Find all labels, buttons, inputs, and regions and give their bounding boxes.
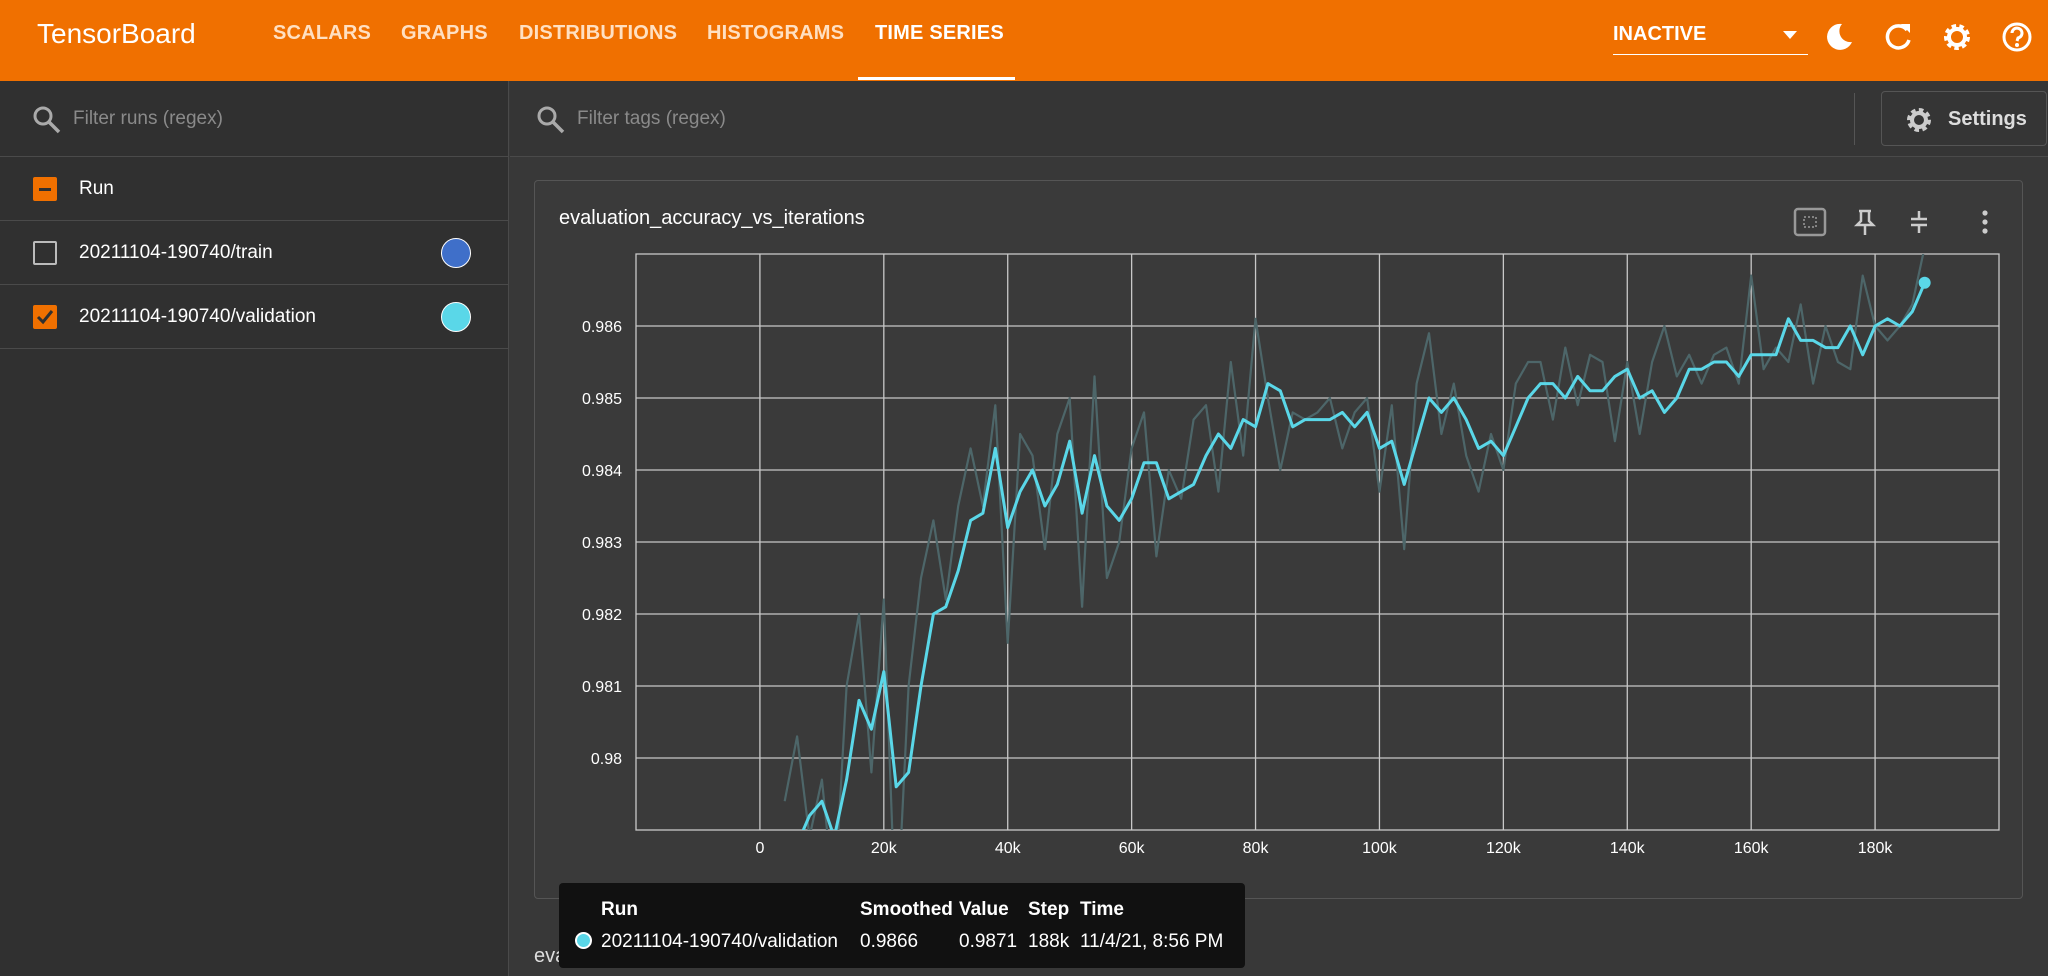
help-icon[interactable] (2000, 20, 2034, 54)
run-row: 20211104-190740/validation (0, 285, 508, 349)
tags-filter-bar: Filter tags (regex) Settings (510, 81, 2048, 157)
reload-mode: INACTIVE (1613, 23, 1707, 45)
y-tick-label: 0.985 (582, 391, 622, 408)
check-mark (36, 310, 54, 325)
placeholder[interactable]: Filter tags (regex) (577, 108, 726, 129)
tooltip-header: Time (1080, 899, 1125, 920)
run-checkbox[interactable] (33, 241, 57, 265)
y-tick-label: 0.984 (582, 463, 622, 480)
run-checkbox[interactable] (33, 305, 57, 329)
tooltip: Run Smoothed Value Step Time 20211104-19… (559, 883, 1245, 968)
x-tick-label: 0 (755, 840, 764, 857)
line-chart: 0.98 0.981 0.982 0.983 0.984 0.985 0.986 0 20k 40… (582, 253, 2000, 857)
tooltip-value: 0.9871 (959, 931, 1018, 952)
x-tick-label: 40k (995, 840, 1022, 857)
y-tick-label: 0.986 (582, 319, 622, 336)
placeholder: Filter runs (regex) (73, 108, 223, 129)
x-tick-label: 120k (1486, 840, 1522, 857)
divider (1854, 93, 1855, 145)
tooltip-header: Value (959, 899, 1009, 920)
tooltip-header: Step (1028, 899, 1070, 920)
x-tick-label: 80k (1243, 840, 1270, 857)
tooltip-header: Run (601, 899, 638, 920)
nav-tab[interactable]: TIME SERIES (875, 22, 1004, 44)
tooltip-header: Smoothed (860, 899, 953, 920)
y-tick-label: 0.982 (582, 607, 622, 624)
hover-point (1918, 276, 1931, 289)
active-tab-indicator (858, 77, 1015, 80)
settings-icon (1907, 108, 1931, 132)
runs-sidebar: Filter runs (regex) Run 20211104-190740/… (0, 81, 509, 976)
tooltip-step: 188k (1028, 931, 1070, 952)
tooltip-smoothed: 0.9866 (860, 931, 919, 952)
dark-mode-icon[interactable] (1822, 20, 1856, 54)
more-icon[interactable] (1982, 210, 1988, 234)
fit-domain-icon[interactable] (1793, 207, 1827, 237)
search-icon (33, 106, 61, 134)
reload-icon[interactable] (1881, 20, 1915, 54)
x-tick-label: 140k (1610, 840, 1646, 857)
nav-tab[interactable]: DISTRIBUTIONS (519, 22, 678, 44)
tooltip-time: 11/4/21, 8:56 PM (1080, 931, 1224, 952)
run-name: 20211104-190740/validation (79, 306, 316, 327)
tooltip-run: 20211104-190740/validation (601, 931, 838, 952)
chart-title: evaluation_accuracy_vs_iterations (559, 207, 865, 229)
run-color-dot (575, 932, 592, 949)
select-all-checkbox[interactable] (33, 177, 57, 201)
run-color[interactable] (441, 238, 471, 268)
series-line (783, 254, 1925, 830)
x-tick-label: 20k (871, 840, 898, 857)
settings-button[interactable]: Settings (1881, 91, 2047, 146)
nav-tab[interactable]: SCALARS (273, 22, 372, 44)
x-tick-label: 180k (1858, 840, 1894, 857)
x-tick-label: 160k (1734, 840, 1770, 857)
card-toolbar (1793, 207, 1988, 237)
x-tick-label: 60k (1119, 840, 1146, 857)
column-header: Run (79, 178, 114, 199)
x-tick-label: 100k (1362, 840, 1398, 857)
runs-header: Run (0, 157, 508, 221)
plot-lines (783, 254, 1927, 830)
settings-icon[interactable] (1940, 20, 1974, 54)
y-tick-label: 0.983 (582, 535, 622, 552)
search-icon (537, 106, 565, 134)
collapse-icon[interactable] (1911, 211, 1927, 233)
y-tick-label: 0.98 (591, 751, 622, 768)
run-color[interactable] (441, 302, 471, 332)
nav-tab[interactable]: HISTOGRAMS (707, 22, 845, 44)
settings-label: Settings (1948, 108, 2027, 130)
dropdown-arrow (1783, 31, 1797, 39)
run-name: 20211104-190740/train (79, 242, 273, 263)
header: TensorBoard SCALARS GRAPHS DISTRIBUTIONS… (0, 0, 2048, 81)
nav-tab[interactable]: GRAPHS (401, 22, 488, 44)
pin-icon[interactable] (1853, 209, 1877, 235)
chart-card: evaluation_accuracy_vs_iterations 0.98 0.… (534, 180, 2023, 899)
series-line (801, 282, 1927, 830)
app-title: TensorBoard (37, 18, 196, 49)
run-row: 20211104-190740/train (0, 221, 508, 285)
y-tick-label: 0.981 (582, 679, 622, 696)
reload-dropdown[interactable]: INACTIVE (1613, 23, 1808, 55)
runs-filter[interactable]: Filter runs (regex) (0, 81, 508, 157)
